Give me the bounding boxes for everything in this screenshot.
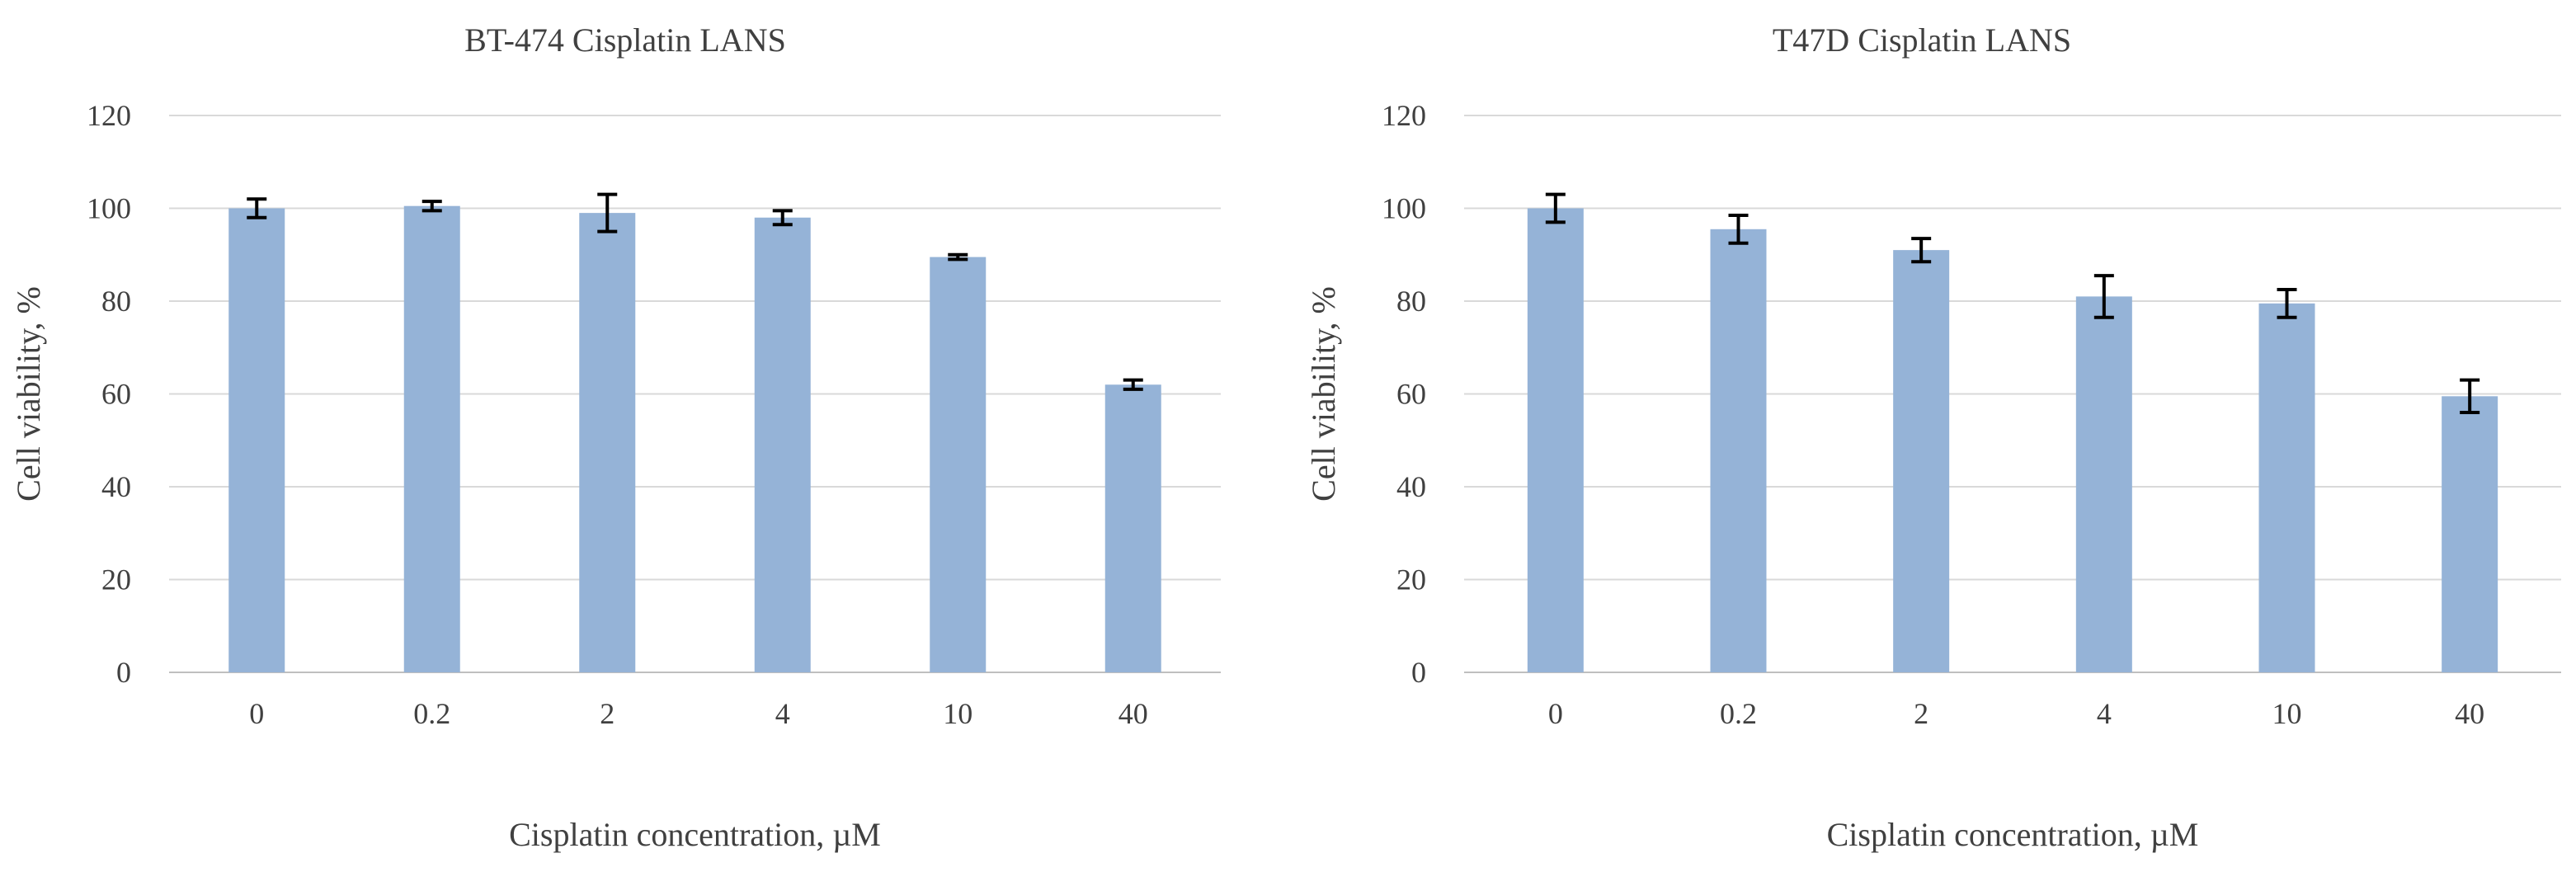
error-bar [1911,237,1932,264]
error-bar [2093,274,2114,319]
chart-title: T47D Cisplatin LANS [1773,21,2071,59]
y-tick-label: 100 [1382,192,1426,225]
x-tick-label: 0.2 [1720,697,1757,730]
error-bar [1545,192,1566,224]
bar [2258,303,2315,672]
y-tick-label: 120 [87,99,131,132]
y-tick-label: 20 [1396,563,1426,596]
x-tick-label: 4 [2097,697,2112,730]
x-tick-label: 0 [1548,697,1563,730]
y-axis-label: Cell viability, % [1305,286,1342,502]
x-tick-label: 2 [600,697,615,730]
bar [2442,396,2498,672]
error-bar [2460,378,2480,414]
error-bar [948,252,968,262]
y-tick-label: 120 [1382,99,1426,132]
y-tick-label: 0 [116,656,131,689]
bar [930,257,987,672]
chart-t47d: T47D Cisplatin LANS Cisplatin concentrat… [1305,21,2561,853]
y-tick-label: 80 [1396,285,1426,318]
y-tick-label: 60 [101,378,131,411]
chart-bt474: BT-474 Cisplatin LANS Cisplatin concentr… [10,21,1221,853]
bar [1893,250,1950,672]
x-tick-label: 2 [1914,697,1928,730]
bar [1527,208,1584,672]
error-bar [1728,213,1749,245]
y-tick-label: 40 [1396,470,1426,503]
bar [2075,296,2132,672]
error-bar [2277,287,2297,319]
chart-title: BT-474 Cisplatin LANS [464,21,786,59]
bar [1710,229,1767,672]
error-bar [1123,378,1143,391]
bar [754,217,811,672]
y-tick-label: 60 [1396,378,1426,411]
error-bar [247,197,267,219]
y-axis-label: Cell viability, % [10,286,47,502]
error-bar [421,200,442,213]
y-tick-label: 0 [1411,656,1426,689]
bar [403,205,460,672]
x-axis-label: Cisplatin concentration, µM [1827,816,2199,853]
x-tick-label: 40 [2455,697,2484,730]
bar [228,208,285,672]
x-tick-label: 10 [2272,697,2302,730]
y-tick-label: 80 [101,285,131,318]
x-tick-label: 4 [775,697,790,730]
y-tick-label: 20 [101,563,131,596]
x-tick-label: 40 [1118,697,1148,730]
x-tick-label: 0 [249,697,264,730]
y-tick-label: 40 [101,470,131,503]
x-axis-label: Cisplatin concentration, µM [509,816,881,853]
error-bar [597,192,618,233]
error-bar [772,209,793,227]
x-tick-label: 10 [943,697,972,730]
y-tick-label: 100 [87,192,131,225]
x-tick-label: 0.2 [413,697,450,730]
bar [1104,384,1161,672]
bar [579,213,636,672]
